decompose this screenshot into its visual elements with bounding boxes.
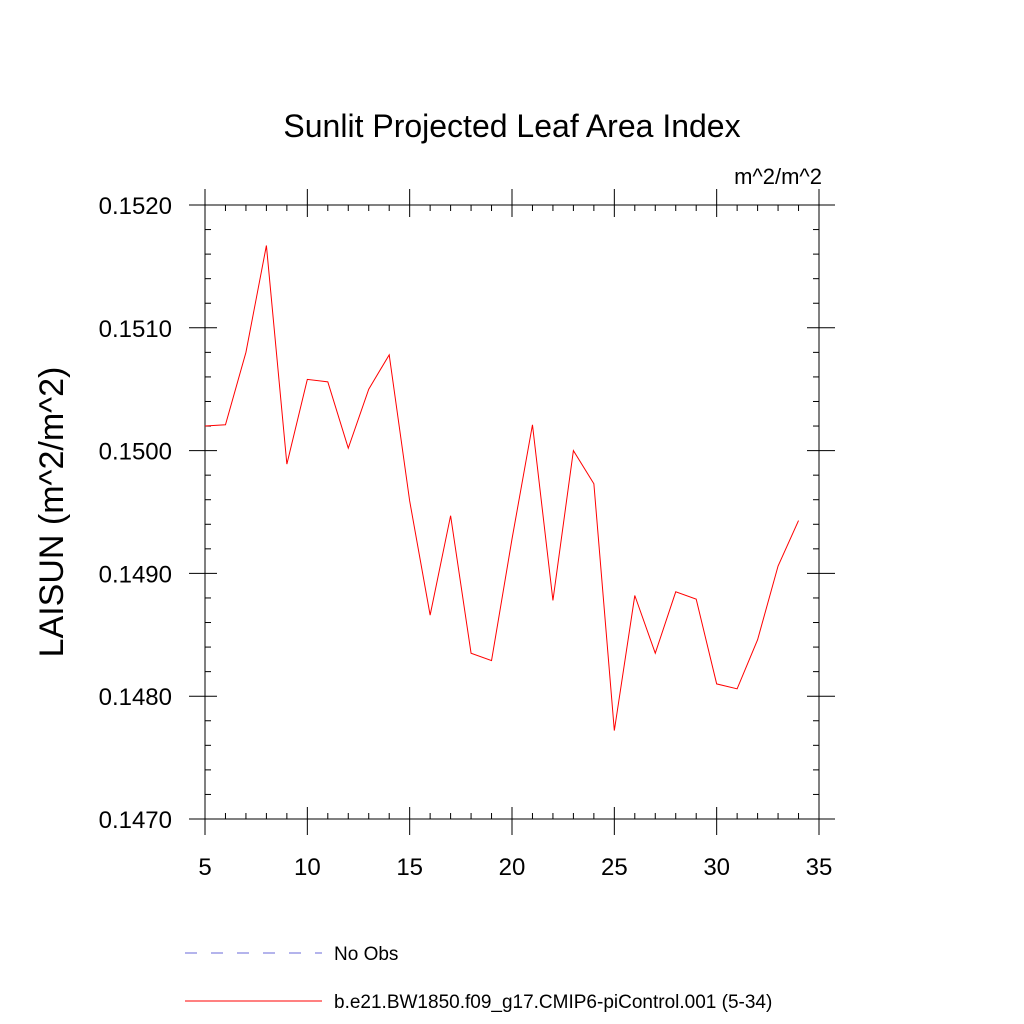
chart-title: Sunlit Projected Leaf Area Index [283,108,740,144]
x-tick-label: 30 [703,854,730,881]
x-tick-label: 15 [396,854,423,881]
axis-ticks [189,189,835,835]
x-tick-label: 10 [294,854,321,881]
series-line-1 [204,245,799,731]
y-tick-label: 0.1500 [99,439,172,466]
y-tick-label: 0.1470 [99,807,172,834]
units-label: m^2/m^2 [734,164,822,189]
plot-frame [204,204,820,820]
x-tick-label: 25 [601,854,628,881]
y-tick-label: 0.1520 [99,193,172,220]
y-tick-label: 0.1510 [99,316,172,343]
y-axis-label: LAISUN (m^2/m^2) [33,367,71,658]
x-tick-label: 5 [198,854,211,881]
legend-label-pi-control: b.e21.BW1850.f09_g17.CMIP6-piControl.001… [334,992,772,1013]
series-lines [204,245,799,731]
x-tick-label: 20 [499,854,526,881]
y-tick-label: 0.1490 [99,561,172,588]
y-tick-label: 0.1480 [99,684,172,711]
x-tick-label: 35 [806,854,833,881]
x-tick-labels: 5 10 15 20 25 30 35 [198,854,832,881]
legend: No Obs b.e21.BW1850.f09_g17.CMIP6-piCont… [185,944,772,1013]
legend-label-no-obs: No Obs [334,944,398,965]
y-tick-labels: 0.1470 0.1480 0.1490 0.1500 0.1510 0.1520 [99,193,172,834]
